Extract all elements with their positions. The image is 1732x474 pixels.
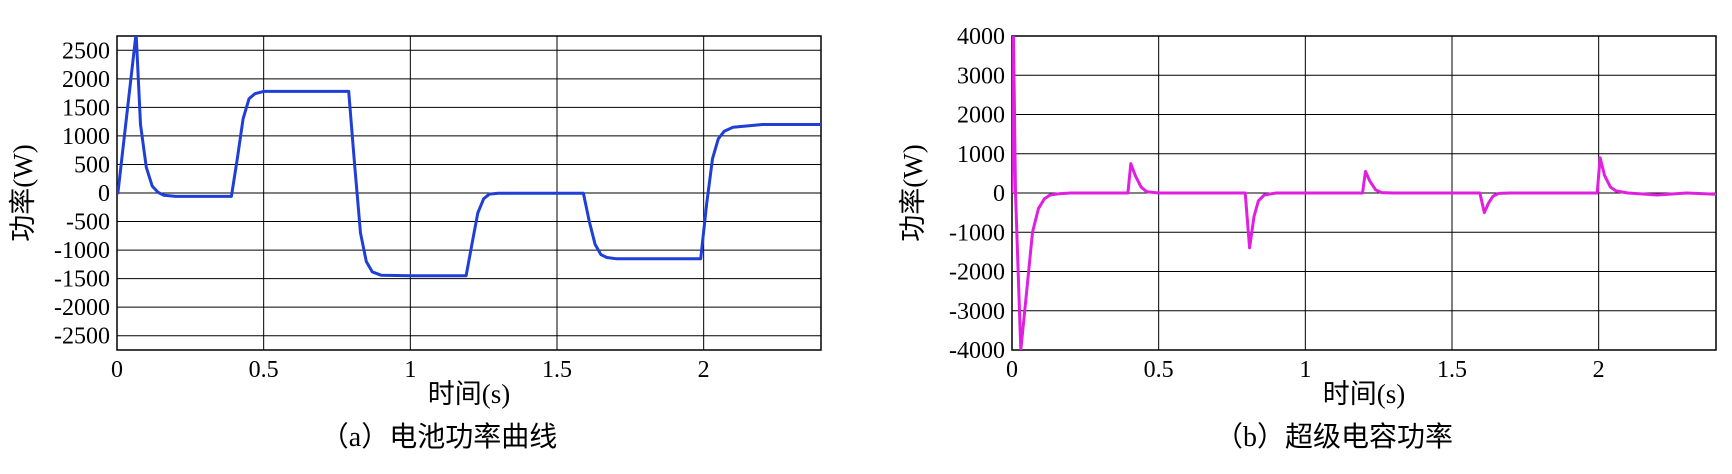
x-tick-label: 1.5 — [542, 357, 572, 383]
y-tick-label: -500 — [66, 210, 110, 236]
y-tick-label: -1000 — [54, 238, 110, 264]
y-axis-label: 功率(W) — [898, 144, 928, 241]
y-tick-label: -2500 — [54, 324, 110, 350]
x-tick-label: 2 — [698, 357, 710, 383]
y-tick-label: 2500 — [62, 38, 110, 64]
y-tick-label: 2000 — [957, 103, 1005, 129]
x-tick-label: 0.5 — [1144, 357, 1174, 383]
y-tick-label: 1000 — [62, 124, 110, 150]
y-tick-label: 0 — [993, 181, 1005, 207]
x-tick-label: 1.5 — [1437, 357, 1467, 383]
y-tick-label: 500 — [74, 152, 110, 178]
series-line — [117, 36, 821, 278]
x-tick-label: 0 — [1006, 357, 1018, 383]
y-tick-label: 4000 — [957, 24, 1005, 50]
y-tick-label: 2000 — [62, 67, 110, 93]
series-line — [1012, 36, 1716, 350]
y-tick-label: 1000 — [957, 142, 1005, 168]
y-tick-label: -1000 — [949, 220, 1005, 246]
y-tick-label: 1500 — [62, 95, 110, 121]
x-tick-label: 1 — [1299, 357, 1311, 383]
y-tick-label: -4000 — [949, 338, 1005, 364]
chart-caption: （b）超级电容功率 — [1215, 421, 1453, 453]
x-axis-label: 时间(s) — [1323, 379, 1406, 409]
y-tick-label: 3000 — [957, 63, 1005, 89]
y-axis-label: 功率(W) — [8, 144, 38, 241]
y-tick-label: 0 — [98, 181, 110, 207]
y-tick-label: -1500 — [54, 267, 110, 293]
y-tick-label: -3000 — [949, 299, 1005, 325]
y-tick-label: -2000 — [54, 295, 110, 321]
x-tick-label: 1 — [404, 357, 416, 383]
x-tick-label: 2 — [1593, 357, 1605, 383]
grid — [117, 36, 821, 350]
x-tick-label: 0.5 — [249, 357, 279, 383]
x-axis-label: 时间(s) — [428, 379, 511, 409]
chart-caption: （a）电池功率曲线 — [321, 421, 557, 453]
x-tick-label: 0 — [111, 357, 123, 383]
y-tick-label: -2000 — [949, 260, 1005, 286]
